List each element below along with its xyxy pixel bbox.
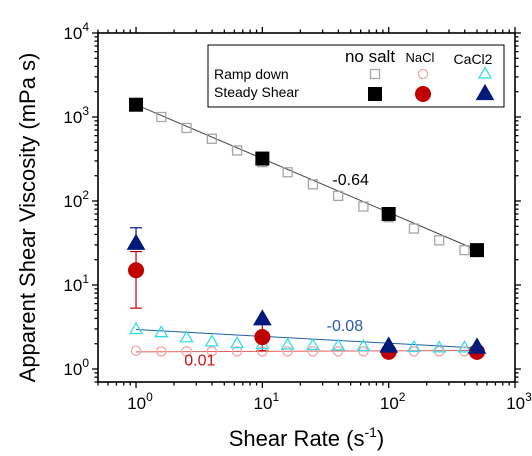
data-point xyxy=(156,346,167,357)
data-point xyxy=(255,151,270,166)
data-point xyxy=(282,346,293,357)
x-tick-label: 100 xyxy=(127,390,153,413)
data-point xyxy=(181,346,192,357)
slope-annotation: -0.08 xyxy=(327,318,364,335)
data-point xyxy=(358,201,369,212)
data-point xyxy=(257,346,268,357)
error-bars xyxy=(130,227,269,352)
legend-marker xyxy=(368,87,382,101)
x-tick-label: 103 xyxy=(506,390,532,413)
data-point xyxy=(280,337,295,350)
data-point xyxy=(206,133,217,144)
data-points xyxy=(126,97,487,360)
legend-column-header: NaCl xyxy=(406,50,435,65)
data-point xyxy=(282,167,293,178)
data-point xyxy=(130,345,142,356)
data-point xyxy=(154,325,169,338)
data-point xyxy=(156,111,167,123)
fit-line xyxy=(136,329,477,349)
slope-annotation: -0.64 xyxy=(332,172,369,189)
data-point xyxy=(332,190,344,202)
legend-row-label: Ramp down xyxy=(214,66,289,82)
data-point xyxy=(331,338,346,351)
data-point xyxy=(229,335,245,349)
data-point xyxy=(129,97,144,112)
y-tick-label: 102 xyxy=(63,188,89,211)
axis-titles: Shear Rate (s-1) Apparent Shear Viscosit… xyxy=(15,53,384,451)
plot-border xyxy=(97,32,516,383)
legend-marker xyxy=(415,86,431,102)
data-point xyxy=(179,330,194,343)
annotations: -0.64 -0.08 0.01 xyxy=(184,172,369,370)
data-point xyxy=(408,223,420,234)
legend-marker xyxy=(477,66,493,79)
data-point xyxy=(305,337,321,351)
legend: no salt NaCl CaCl2 Ramp down Steady Shear xyxy=(207,44,505,108)
data-point xyxy=(231,145,243,156)
x-tick-label: 101 xyxy=(254,390,280,413)
data-point xyxy=(206,346,218,357)
x-axis-title: Shear Rate (s-1) xyxy=(229,424,385,451)
data-point xyxy=(406,339,422,353)
x-tick-label: 102 xyxy=(380,390,406,413)
fit-lines xyxy=(135,104,478,353)
slope-annotation: 0.01 xyxy=(184,353,215,370)
data-point xyxy=(254,329,271,346)
data-point xyxy=(181,122,192,134)
data-point xyxy=(457,340,472,353)
data-point xyxy=(381,207,396,222)
y-tick-label: 100 xyxy=(63,356,89,379)
data-point xyxy=(379,336,399,353)
data-point xyxy=(332,346,344,357)
legend-column-header: no salt xyxy=(345,47,395,66)
y-tick-label: 104 xyxy=(63,20,89,43)
data-point xyxy=(469,243,484,258)
axis-ticks: 100 101 102 103 100 101 102 103 104 xyxy=(63,20,532,413)
legend-column-header: CaCl2 xyxy=(454,51,493,67)
plot-frame xyxy=(97,32,516,383)
y-axis-title: Apparent Shear Viscosity (mPa s) xyxy=(15,53,40,383)
data-point xyxy=(307,346,319,357)
data-point xyxy=(467,337,487,354)
y-tick-label: 101 xyxy=(63,272,89,295)
data-point xyxy=(459,244,470,256)
data-point xyxy=(358,346,369,357)
data-point xyxy=(231,346,243,357)
data-point xyxy=(307,179,319,190)
data-point xyxy=(128,262,145,279)
data-point xyxy=(434,235,445,246)
data-point xyxy=(128,321,144,335)
legend-box xyxy=(207,44,505,108)
fit-line xyxy=(135,104,478,251)
data-point xyxy=(432,340,447,353)
legend-marker xyxy=(369,68,381,80)
data-point xyxy=(356,338,371,352)
data-point xyxy=(204,334,219,347)
legend-marker xyxy=(417,68,429,80)
legend-marker xyxy=(475,83,495,101)
data-point xyxy=(252,309,272,326)
y-tick-label: 103 xyxy=(63,104,89,127)
data-point xyxy=(126,233,146,250)
legend-row-label: Steady Shear xyxy=(214,84,299,100)
